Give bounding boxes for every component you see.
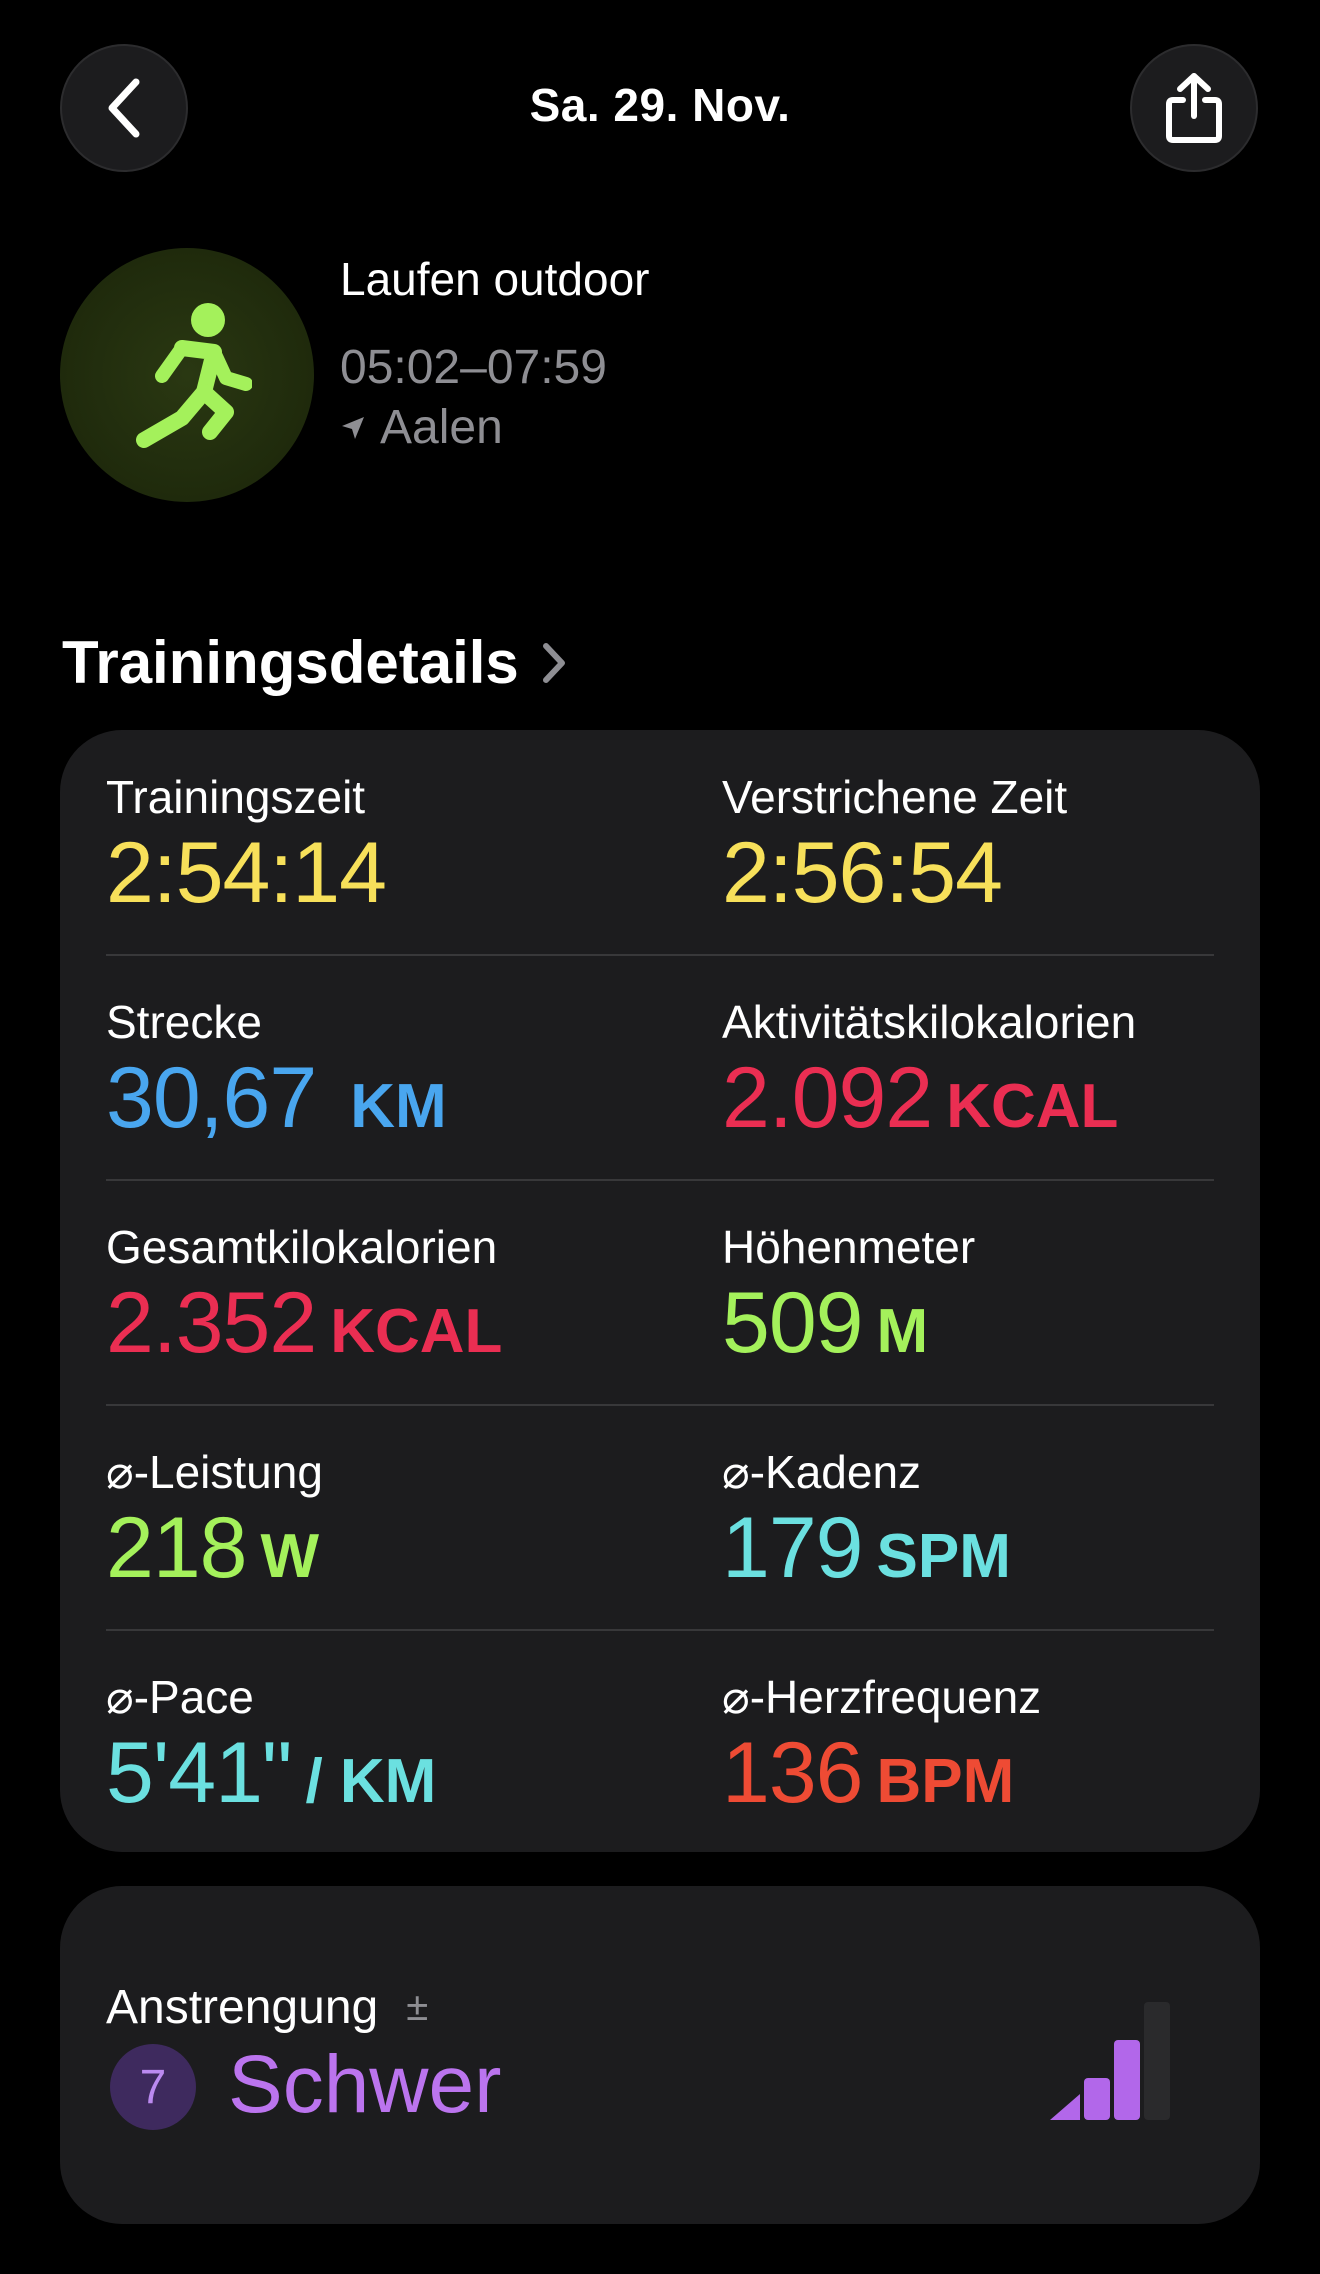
effort-label: Anstrengung bbox=[106, 1981, 379, 2034]
metric-label: ⌀-Pace bbox=[106, 1671, 254, 1723]
effort-card[interactable]: Anstrengung ± 7 Schwer bbox=[60, 1886, 1260, 2224]
location-arrow-icon bbox=[342, 416, 364, 439]
metric-value: 179 bbox=[722, 1500, 863, 1596]
metric-unit: W bbox=[260, 1522, 320, 1591]
training-details-link[interactable]: Trainingsdetails bbox=[62, 628, 567, 697]
share-button[interactable] bbox=[1130, 44, 1258, 172]
share-icon bbox=[1166, 73, 1222, 143]
workout-location: Aalen bbox=[340, 400, 503, 455]
metric-value: 136 bbox=[722, 1725, 863, 1821]
metric-value: 218 bbox=[106, 1500, 247, 1596]
divider bbox=[106, 1629, 1214, 1631]
metric-label: ⌀-Herzfrequenz bbox=[722, 1671, 1042, 1723]
metric-elevation: Höhenmeter 509 M bbox=[722, 1180, 1282, 1366]
metric-label: Höhenmeter bbox=[722, 1221, 976, 1273]
metric-avg-heart-rate: ⌀-Herzfrequenz 136 BPM bbox=[722, 1630, 1282, 1816]
metric-label: ⌀-Leistung bbox=[106, 1446, 323, 1498]
metric-total-kcal: Gesamtkilokalorien 2.352 KCAL bbox=[106, 1180, 666, 1366]
divider bbox=[106, 954, 1214, 956]
metric-label: Trainingszeit bbox=[106, 771, 366, 823]
workout-name: Laufen outdoor bbox=[340, 253, 650, 305]
chevron-left-icon bbox=[108, 78, 140, 138]
metric-unit: M bbox=[876, 1297, 929, 1366]
metric-value: 2:56:54 bbox=[722, 825, 1003, 921]
metric-unit: KCAL bbox=[946, 1072, 1119, 1141]
metric-elapsed-time: Verstrichene Zeit 2:56:54 bbox=[722, 730, 1282, 916]
metric-distance: Strecke 30,67 KM bbox=[106, 955, 666, 1141]
divider bbox=[106, 1179, 1214, 1181]
back-button[interactable] bbox=[60, 44, 188, 172]
effort-level-bars-icon bbox=[1050, 2002, 1170, 2120]
metric-value: 2.092 bbox=[722, 1050, 933, 1146]
metric-value: 5'41" bbox=[106, 1725, 292, 1821]
metric-training-time: Trainingszeit 2:54:14 bbox=[106, 730, 666, 916]
metric-value: 509 bbox=[722, 1275, 863, 1371]
adjust-effort-icon[interactable]: ± bbox=[406, 1985, 429, 2029]
metric-value: 2.352 bbox=[106, 1275, 317, 1371]
metric-label: Verstrichene Zeit bbox=[722, 771, 1068, 823]
chevron-right-icon bbox=[542, 642, 565, 683]
metrics-row: Gesamtkilokalorien 2.352 KCAL Höhenmeter … bbox=[106, 1180, 1214, 1405]
metric-label: Strecke bbox=[106, 996, 262, 1048]
metrics-row: Strecke 30,67 KM Aktivitätskilokalorien 2… bbox=[106, 955, 1214, 1180]
metrics-row: Trainingszeit 2:54:14 Verstrichene Zeit … bbox=[106, 730, 1214, 955]
metric-unit: / KM bbox=[305, 1747, 437, 1816]
metric-label: Aktivitätskilokalorien bbox=[722, 996, 1137, 1048]
effort-score-badge: 7 bbox=[110, 2044, 196, 2130]
metric-value: 30,67 bbox=[106, 1050, 317, 1146]
metric-unit: KM bbox=[350, 1072, 447, 1141]
location-label: Aalen bbox=[380, 401, 503, 454]
metric-unit: KCAL bbox=[330, 1297, 503, 1366]
metric-avg-power: ⌀-Leistung 218 W bbox=[106, 1405, 666, 1591]
metrics-row: ⌀-Pace 5'41" / KM ⌀-Herzfrequenz 136 BPM bbox=[106, 1630, 1214, 1855]
metric-active-kcal: Aktivitätskilokalorien 2.092 KCAL bbox=[722, 955, 1282, 1141]
metric-value: 2:54:14 bbox=[106, 825, 387, 921]
metric-avg-cadence: ⌀-Kadenz 179 SPM bbox=[722, 1405, 1282, 1591]
effort-level: Schwer bbox=[228, 2039, 502, 2130]
metrics-row: ⌀-Leistung 218 W ⌀-Kadenz 179 SPM bbox=[106, 1405, 1214, 1630]
divider bbox=[106, 1404, 1214, 1406]
metric-unit: SPM bbox=[876, 1522, 1011, 1591]
metric-unit: BPM bbox=[876, 1747, 1015, 1816]
metric-avg-pace: ⌀-Pace 5'41" / KM bbox=[106, 1630, 666, 1816]
section-title: Trainingsdetails bbox=[62, 629, 519, 696]
workout-time-range: 05:02–07:59 bbox=[340, 341, 607, 394]
effort-label-row: Anstrengung ± bbox=[106, 1980, 428, 2035]
page-title: Sa. 29. Nov. bbox=[529, 79, 791, 131]
metric-label: ⌀-Kadenz bbox=[722, 1446, 922, 1498]
workout-type-badge bbox=[60, 248, 314, 502]
metric-label: Gesamtkilokalorien bbox=[106, 1221, 498, 1273]
metrics-card: Trainingszeit 2:54:14 Verstrichene Zeit … bbox=[60, 730, 1260, 1852]
running-figure-icon bbox=[136, 303, 252, 448]
